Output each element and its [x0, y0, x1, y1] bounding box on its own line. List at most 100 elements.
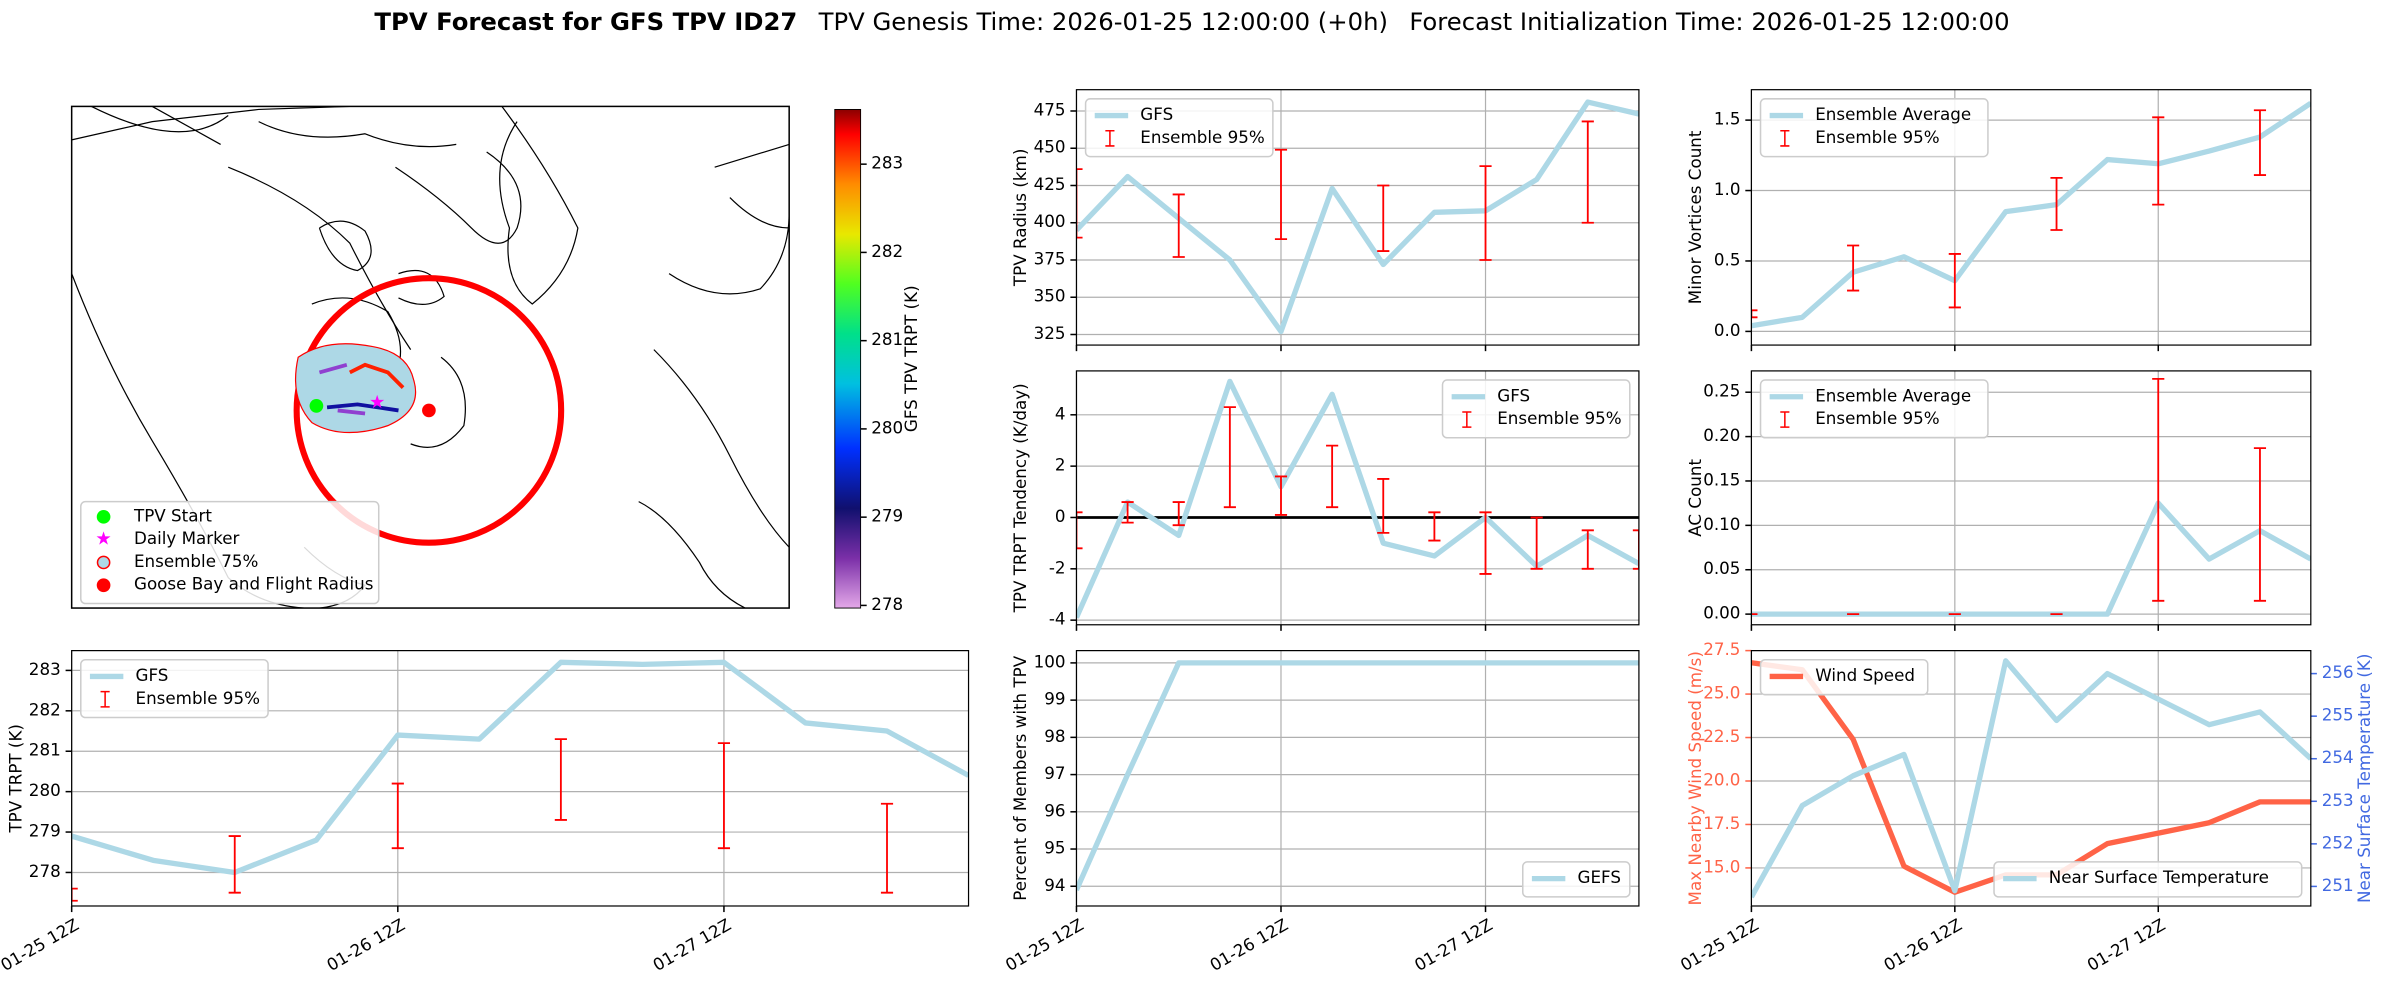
axes-frame [71, 650, 970, 907]
legend-marker: ★ [95, 529, 111, 550]
legend-label: Ensemble Average [1815, 385, 1971, 405]
y-axis-label: Max Nearby Wind Speed (m/s) [1685, 651, 1705, 905]
error-bar [1274, 475, 1288, 516]
legend-marker [96, 555, 111, 570]
series-line [1751, 658, 2311, 899]
colorbar-label: GFS TPV TRPT (K) [901, 285, 921, 432]
legend-label: Ensemble Average [1815, 104, 1971, 124]
error-bar [1428, 511, 1441, 542]
y-tick-label: 0.00 [1703, 603, 1740, 623]
legend-box [1522, 861, 1631, 898]
y-tick-label: 99 [1044, 689, 1065, 709]
x-tick-label: 01-27 12Z [649, 914, 734, 975]
series-line [1076, 378, 1639, 619]
colorbar-tick-label: 278 [871, 594, 903, 614]
y-tick-label: 254 [2322, 747, 2354, 767]
y-axis-label: TPV TRPT (K) [5, 724, 25, 834]
series-line [1076, 660, 1639, 892]
error-bar [1632, 529, 1639, 570]
map: ★ ★ TPV Start Daily Marker Ensemble 75% … [70, 105, 921, 609]
legend-swatch [1462, 411, 1472, 428]
legend-label: Daily Marker [134, 528, 240, 548]
y-tick-label: 350 [1034, 286, 1066, 306]
track [318, 362, 366, 416]
error-bar [1847, 244, 1860, 292]
legend-marker [96, 578, 111, 593]
panel: 01-25 12Z 01-26 12Z 01-27 12Z 94 95 96 97 98 99 1… [1002, 650, 1640, 975]
y-tick-label: 279 [29, 821, 61, 841]
y-tick-label: 0.25 [1703, 381, 1740, 401]
y-tick-label: 95 [1044, 838, 1065, 858]
y2-axis-label: Near Surface Temperature (K) [2354, 654, 2374, 903]
colorbar-tick-label: 281 [871, 329, 903, 349]
y-tick-label: 0.15 [1703, 469, 1740, 489]
y-tick-label: 280 [29, 780, 61, 800]
goose-bay [422, 403, 436, 418]
y-axis-label: TPV TRPT Tendency (K/day) [1010, 383, 1030, 613]
legend-label: GFS [1140, 104, 1173, 124]
y-tick-label: 450 [1034, 137, 1066, 157]
title-init: Forecast Initialization Time: 2026-01-25… [1409, 7, 2009, 36]
y-tick-label: 20.0 [1703, 769, 1740, 789]
panel: 0.00 0.05 0.10 0.15 0.20 0.25 AC Count Ensemble… [1685, 370, 2312, 631]
legend-box [1441, 379, 1631, 439]
error-bar [1479, 511, 1492, 575]
error-bar [1581, 120, 1594, 224]
ensemble-75 [295, 343, 417, 434]
error-bar [554, 738, 567, 821]
error-bar [1223, 406, 1236, 509]
figure-title: TPV Forecast for GFS TPV ID27 TPV Genesis… [374, 7, 2009, 36]
x-tick-label: 01-25 12Z [0, 914, 82, 975]
legend-label: Goose Bay and Flight Radius [134, 574, 373, 594]
legend-box [1759, 658, 1929, 696]
axes-frame [1075, 89, 1640, 346]
y-tick-label: 281 [29, 740, 61, 760]
legend-label: Ensemble 95% [1140, 127, 1264, 147]
error-bar [1751, 309, 1758, 319]
y-tick-label: 17.5 [1703, 813, 1740, 833]
legend-label: GEFS [1578, 867, 1621, 887]
error-bar [1326, 444, 1339, 509]
title-bold: TPV Forecast for GFS TPV ID27 [374, 7, 797, 36]
axes-frame [1075, 650, 1640, 907]
series-line [1751, 500, 2311, 617]
panel: 0.0 0.5 1.0 1.5 Minor Vortices Count Ensemble… [1685, 89, 2312, 352]
y-tick-label: 475 [1034, 99, 1066, 119]
error-bar [1530, 516, 1543, 570]
x-tick-label: 01-27 12Z [2084, 914, 2169, 975]
error-bar [71, 887, 78, 902]
axes-frame [1750, 89, 2312, 346]
colorbar [834, 108, 862, 609]
error-bar [880, 802, 894, 894]
panel: 01-25 12Z 01-26 12Z 01-27 12Z 278 279 280 281 2… [0, 650, 970, 975]
y-tick-label: 325 [1034, 323, 1066, 343]
x-tick-label: 01-26 12Z [1880, 914, 1965, 975]
legend-box [1759, 379, 1989, 439]
y-tick-label: 278 [29, 861, 61, 881]
x-tick-label: 01-26 12Z [323, 914, 408, 975]
error-bar [1377, 478, 1390, 534]
y-tick-label: 400 [1034, 211, 1066, 231]
legend-swatch [1780, 411, 1790, 428]
y-tick-label: 251 [2322, 875, 2354, 895]
y-tick-label: 375 [1034, 248, 1066, 268]
legend-box [1084, 98, 1274, 158]
axes-frame [1750, 650, 2312, 907]
x-tick-label: 01-25 12Z [1677, 914, 1762, 975]
error-bar [1274, 148, 1288, 241]
y-tick-label: -4 [1049, 609, 1066, 629]
y-tick-label: 94 [1044, 875, 1065, 895]
legend-label: Ensemble 75% [134, 551, 258, 571]
y-tick-label: 282 [29, 699, 61, 719]
legend-label: Ensemble 95% [1815, 408, 1939, 428]
colorbar-tick-label: 280 [871, 417, 903, 437]
error-bar [1076, 511, 1083, 550]
tpv-start [309, 399, 324, 413]
legend-box [1993, 861, 2303, 898]
legend-label: GFS [1497, 385, 1530, 405]
legend-box [1759, 98, 1989, 158]
y-tick-label: 255 [2322, 705, 2354, 725]
y-tick-label: 252 [2322, 832, 2354, 852]
legend-swatch [1780, 129, 1790, 147]
